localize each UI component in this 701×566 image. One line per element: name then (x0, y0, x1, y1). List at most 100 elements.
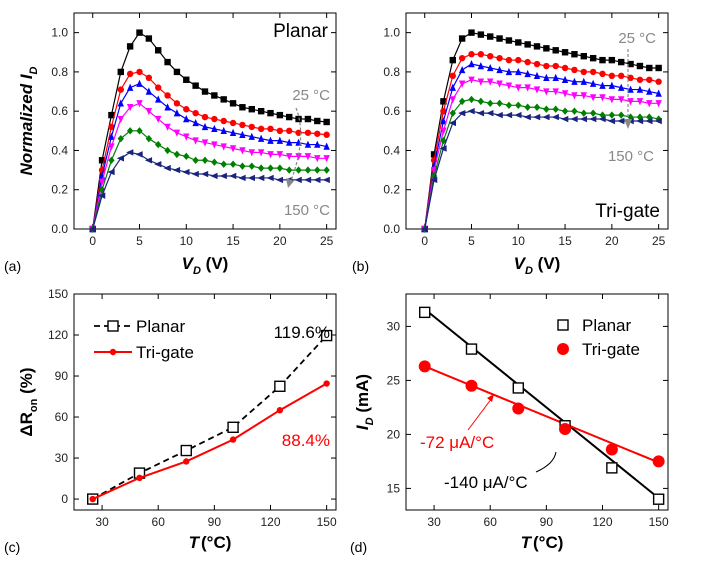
data-point (636, 85, 644, 93)
x-tick-label: 90 (540, 515, 554, 529)
data-point (173, 129, 181, 137)
y-tick-label: 60 (55, 410, 69, 424)
annotation-trigate-slope: -72 μA/°C (420, 433, 494, 452)
data-point (295, 166, 302, 174)
data-point (561, 49, 569, 56)
data-point (135, 151, 143, 158)
data-point (552, 88, 559, 96)
data-point (89, 495, 96, 503)
x-axis-label: T (189, 533, 201, 552)
data-point (608, 111, 616, 119)
data-point (276, 151, 284, 159)
data-point (211, 158, 218, 166)
data-point (515, 67, 522, 76)
y-tick-label: 0.0 (51, 222, 68, 236)
data-point (267, 151, 274, 159)
data-point (211, 124, 218, 133)
data-point (286, 113, 293, 121)
y-tick-label: 0.6 (51, 104, 68, 118)
data-point (589, 68, 597, 76)
data-point (126, 83, 134, 91)
data-point (505, 101, 513, 109)
annotation-150c: 150 °C (284, 202, 330, 219)
data-point (98, 178, 106, 186)
data-point (303, 176, 312, 184)
data-point (440, 107, 447, 115)
data-point (117, 99, 124, 107)
data-point (552, 47, 559, 54)
data-point (304, 166, 312, 174)
data-point (201, 170, 209, 178)
y-tick-label: 0.4 (383, 143, 400, 157)
data-point (314, 155, 321, 163)
annotation-pointer (535, 451, 557, 473)
annotation-pointer (467, 397, 493, 431)
data-point (607, 117, 616, 125)
data-point (145, 107, 153, 116)
data-point (267, 109, 274, 117)
data-point (458, 54, 466, 62)
chart-panel-2: 30 60 90 120 150 0 30 60 90 120 150 Planar Tri-gate 1… (4, 287, 337, 555)
data-point (636, 98, 644, 106)
legend-label: Tri-gate (582, 340, 640, 359)
annotation-25c: 25 °C (618, 30, 656, 47)
data-point (561, 75, 569, 83)
data-point (467, 107, 475, 115)
data-point (465, 343, 478, 355)
data-point (323, 118, 330, 126)
data-point (571, 107, 578, 115)
y-tick-label: 0.2 (383, 183, 400, 197)
x-tick-label: 5 (136, 234, 143, 248)
data-point (635, 117, 644, 125)
panel-tag: (b) (352, 258, 369, 274)
data-point (606, 462, 618, 474)
data-point (646, 76, 653, 83)
x-tick-label: 120 (260, 515, 280, 529)
annotation-25c: 25 °C (292, 87, 330, 104)
x-tick-label: 60 (152, 515, 166, 529)
data-point (220, 160, 227, 168)
data-point (155, 84, 162, 91)
data-point (542, 113, 550, 121)
data-point (495, 111, 503, 119)
data-point (183, 152, 190, 161)
data-point (275, 176, 284, 184)
data-point (579, 115, 587, 123)
panel-tag: (d) (350, 539, 367, 555)
data-point (136, 100, 143, 108)
data-point (589, 79, 597, 87)
data-point (247, 174, 255, 182)
data-point (487, 78, 494, 86)
legend-label: Planar (136, 317, 185, 336)
data-point (257, 149, 265, 157)
data-point (211, 115, 218, 123)
data-point (136, 68, 143, 76)
data-point (107, 168, 115, 176)
data-point (598, 115, 606, 123)
fit-line-trigate (424, 365, 660, 464)
chart-panel-3: 30 60 90 120 150 15 20 25 30 Planar Tri-gate -72 μA… (350, 293, 669, 555)
legend-marker (557, 319, 569, 331)
data-point (512, 382, 524, 394)
data-point (505, 37, 513, 44)
data-point (145, 87, 153, 95)
data-point (267, 136, 274, 144)
data-point (652, 493, 665, 505)
y-axis-label-group: Normalized ID (17, 66, 40, 175)
data-point (605, 443, 618, 456)
data-point (533, 43, 541, 50)
data-point (505, 82, 513, 90)
data-point (220, 117, 227, 125)
data-point (276, 136, 284, 144)
data-point (654, 117, 662, 125)
data-point (524, 69, 531, 78)
data-point (295, 115, 302, 123)
data-point (116, 155, 124, 162)
y-tick-label: 150 (48, 287, 68, 301)
data-point (145, 74, 153, 82)
data-point (524, 84, 531, 92)
data-point (465, 379, 478, 392)
data-point (655, 64, 662, 72)
y-axis-label: ID (mA) (353, 374, 376, 430)
